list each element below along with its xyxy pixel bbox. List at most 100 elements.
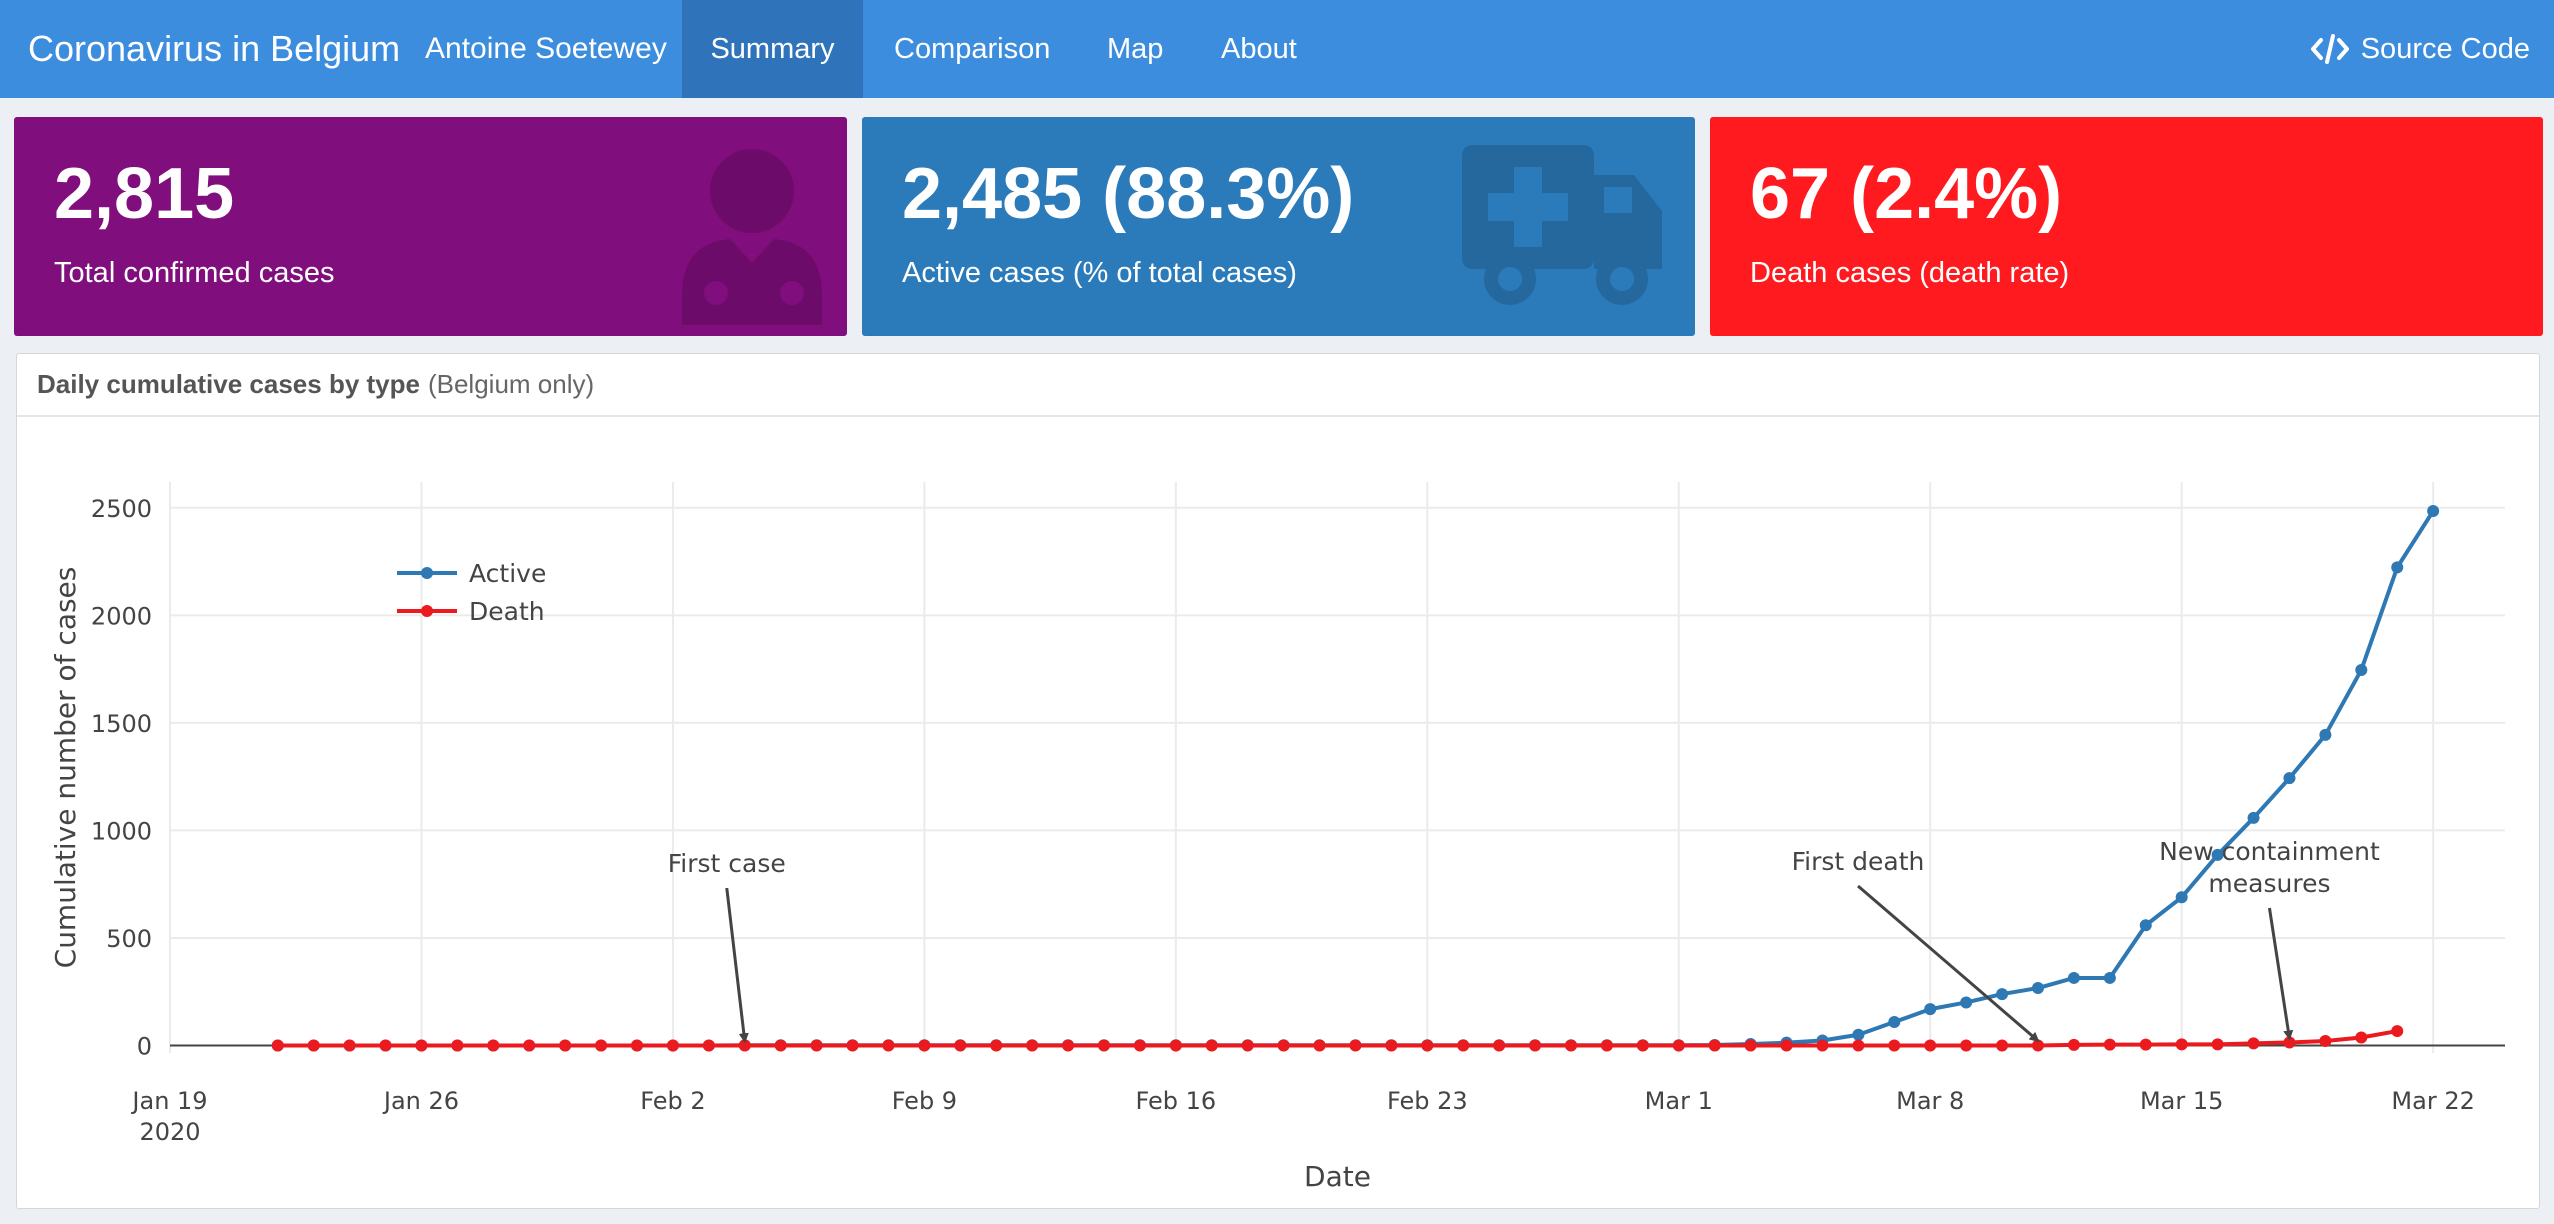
total-cases-caption: Total confirmed cases [54, 257, 335, 289]
app-title[interactable]: Coronavirus in Belgium [28, 28, 401, 69]
data-point-death [1493, 1039, 1506, 1052]
data-point-active [2103, 971, 2116, 984]
data-point-active [2319, 728, 2332, 741]
data-point-death [2247, 1037, 2260, 1050]
data-point-death [1421, 1039, 1434, 1052]
data-point-death [307, 1039, 320, 1052]
data-point-death [559, 1039, 572, 1052]
x-tick-sublabel: 2020 [139, 1118, 200, 1146]
x-tick-label: Feb 16 [1136, 1087, 1217, 1115]
author-name: Antoine Soetewey [425, 32, 667, 65]
data-point-death [1241, 1039, 1254, 1052]
legend-swatch-marker [421, 567, 433, 579]
tab-comparison[interactable]: Comparison [894, 32, 1051, 65]
legend-swatch-marker [421, 605, 433, 617]
total-cases-value: 2,815 [54, 154, 235, 234]
data-point-death [1349, 1039, 1362, 1052]
source-code-label: Source Code [2360, 32, 2530, 65]
data-point-death [595, 1039, 608, 1052]
data-point-death [918, 1039, 931, 1052]
data-point-active [2283, 772, 2296, 785]
annotation-label: First death [1792, 847, 1925, 876]
y-tick-label: 0 [137, 1032, 152, 1060]
code-icon [2310, 34, 2349, 64]
x-tick-label: Mar 15 [2140, 1087, 2223, 1115]
data-point-active [2139, 919, 2152, 932]
data-point-death [451, 1039, 464, 1052]
data-point-active [1924, 1003, 1937, 1016]
data-point-death [1744, 1039, 1757, 1052]
tab-summary[interactable]: Summary [682, 0, 863, 98]
data-point-death [2355, 1031, 2368, 1044]
x-tick-label: Mar 8 [1896, 1087, 1964, 1115]
y-tick-label: 1000 [91, 817, 152, 845]
data-point-death [990, 1039, 1003, 1052]
active-cases-box: 2,485 (88.3%) Active cases (% of total c… [862, 117, 1695, 336]
data-point-active [2211, 848, 2224, 861]
data-point-death [2139, 1038, 2152, 1051]
data-point-active [1888, 1016, 1901, 1029]
death-cases-caption: Death cases (death rate) [1750, 257, 2070, 289]
data-point-active [1996, 988, 2009, 1001]
data-point-death [2032, 1039, 2044, 1052]
tab-map[interactable]: Map [1107, 32, 1164, 65]
x-tick-label: Feb 2 [640, 1087, 705, 1115]
y-tick-label: 500 [106, 925, 152, 953]
tab-about[interactable]: About [1221, 32, 1297, 65]
data-point-death [882, 1039, 895, 1052]
legend-label-death: Death [469, 597, 545, 626]
data-point-active [2391, 561, 2404, 574]
data-point-active [2355, 663, 2368, 676]
panel-title: Daily cumulative cases by type [37, 369, 420, 399]
data-point-death [1205, 1039, 1218, 1052]
data-point-active [1960, 996, 1973, 1009]
data-point-death [523, 1039, 536, 1052]
data-point-active [1852, 1028, 1865, 1041]
data-point-death [1636, 1039, 1649, 1052]
data-point-death [271, 1039, 284, 1052]
x-tick-label: Feb 23 [1387, 1087, 1468, 1115]
death-cases-value: 67 (2.4%) [1750, 154, 2063, 234]
x-tick-label: Mar 22 [2391, 1087, 2474, 1115]
data-point-death [2391, 1025, 2404, 1038]
data-point-death [1996, 1039, 2009, 1052]
data-point-death [1385, 1039, 1398, 1052]
data-point-death [1816, 1039, 1829, 1052]
legend-label-active: Active [469, 559, 546, 588]
panel-header: Daily cumulative cases by type (Belgium … [17, 354, 2539, 417]
data-point-death [415, 1039, 428, 1052]
data-point-active [2427, 505, 2440, 518]
cumulative-cases-chart[interactable]: Jan 19 2020 Jan 26 Feb 2 Feb 9 Feb 16 Feb 23 Ma… [17, 354, 2539, 1208]
data-point-death [1600, 1039, 1613, 1052]
active-cases-value: 2,485 (88.3%) [902, 154, 1355, 234]
annotation-arrow [1857, 884, 2040, 1043]
series-line-active [277, 509, 2435, 1048]
data-point-death [1529, 1039, 1542, 1052]
data-point-death [666, 1039, 679, 1052]
data-point-death [2175, 1038, 2188, 1051]
data-point-death [846, 1039, 859, 1052]
data-point-active [2175, 891, 2188, 904]
data-point-death [1169, 1039, 1182, 1052]
y-tick-label: 2500 [91, 495, 152, 523]
data-point-active [2032, 982, 2044, 995]
data-point-death [487, 1039, 500, 1052]
data-point-death [1924, 1039, 1937, 1052]
data-point-death [343, 1039, 356, 1052]
x-tick-label: Mar 1 [1645, 1087, 1713, 1115]
data-point-death [1780, 1039, 1793, 1052]
annotation-label: measures [2208, 869, 2330, 898]
y-tick-label: 1500 [91, 710, 152, 738]
annotation-label: New containment [2159, 837, 2380, 866]
x-tick-label: Jan 19 [130, 1087, 207, 1115]
data-point-death [738, 1039, 751, 1052]
source-code-link[interactable]: Source Code [2310, 0, 2530, 98]
death-cases-box: 67 (2.4%) Death cases (death rate) [1710, 117, 2543, 336]
data-point-death [1672, 1039, 1685, 1052]
data-point-death [1565, 1039, 1577, 1052]
data-point-death [2211, 1038, 2224, 1051]
ambulance-icon [1462, 145, 1662, 305]
data-point-death [1313, 1039, 1326, 1052]
data-point-death [1457, 1039, 1470, 1052]
total-cases-box: 2,815 Total confirmed cases [14, 117, 847, 336]
